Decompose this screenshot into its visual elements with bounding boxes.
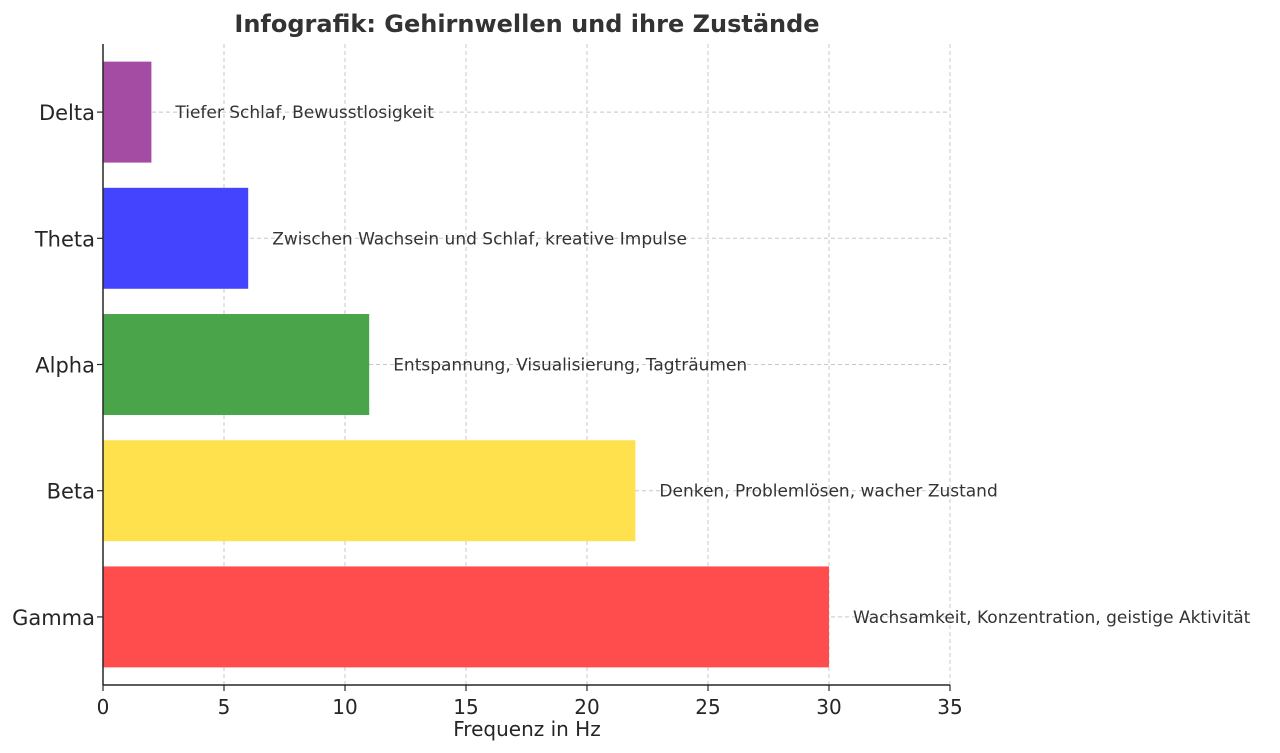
bars [103,61,829,668]
x-axis-label: Frequenz in Hz [453,717,600,741]
bar-delta [103,61,152,163]
axes: 0 5 10 15 20 25 30 35 Delta Theta Alpha Beta Gamma [12,44,963,719]
x-tick-label-2: 10 [332,695,357,719]
x-tick-label-3: 15 [453,695,478,719]
annotation-alpha: Entspannung, Visualisierung, Tagträumen [393,356,747,376]
bar-theta [103,187,249,289]
y-tick-label-gamma: Gamma [12,606,95,630]
annotation-gamma: Wachsamkeit, Konzentration, geistige Akt… [853,608,1251,628]
annotation-theta: Zwischen Wachsein und Schlaf, kreative I… [272,229,687,249]
annotation-delta: Tiefer Schlaf, Bewusstlosigkeit [174,103,434,123]
x-tick-label-5: 25 [695,695,720,719]
y-tick-label-beta: Beta [47,480,95,504]
y-tick-label-theta: Theta [34,227,95,251]
bar-beta [103,440,636,542]
x-tick-label-6: 30 [816,695,841,719]
x-tick-label-0: 0 [97,695,110,719]
x-tick-label-1: 5 [218,695,231,719]
chart-title: Infografik: Gehirnwellen und ihre Zustän… [234,10,819,38]
annotation-beta: Denken, Problemlösen, wacher Zustand [659,482,997,502]
annotations: Tiefer Schlaf, Bewusstlosigkeit Zwischen … [174,103,1250,628]
bar-alpha [103,314,370,415]
x-tick-label-7: 35 [937,695,962,719]
y-tick-label-delta: Delta [39,101,95,125]
bar-gamma [103,566,829,668]
y-tick-label-alpha: Alpha [35,354,95,378]
x-tick-label-4: 20 [574,695,599,719]
